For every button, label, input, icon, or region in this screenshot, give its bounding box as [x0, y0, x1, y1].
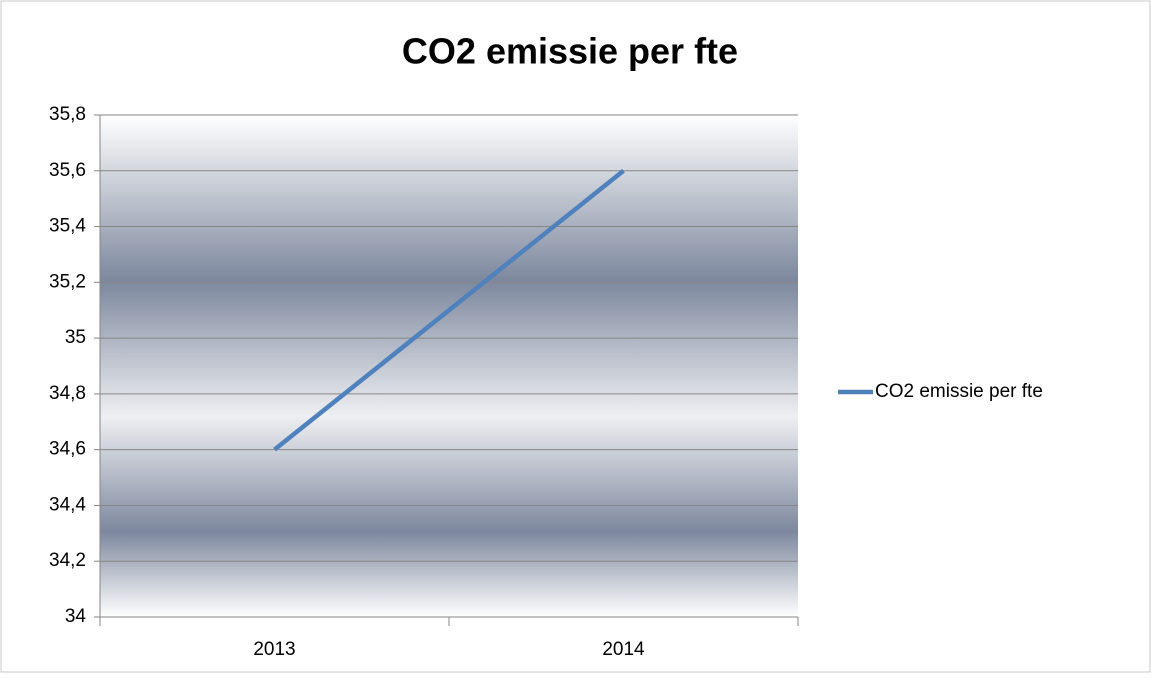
- chart-title: CO2 emissie per fte: [402, 31, 738, 72]
- y-tick-label: 35,6: [49, 160, 86, 181]
- legend-label: CO2 emissie per fte: [875, 381, 1043, 402]
- x-tick-label: 2013: [253, 639, 295, 660]
- y-tick-label: 34,6: [49, 439, 86, 460]
- y-tick-label: 34,8: [49, 383, 86, 404]
- y-tick-label: 34,4: [49, 494, 86, 515]
- y-tick-label: 35,8: [49, 104, 86, 125]
- y-tick-label: 34: [65, 606, 87, 627]
- y-tick-label: 35,2: [49, 271, 86, 292]
- series-line: [273, 169, 625, 452]
- y-tick-label: 34,2: [49, 550, 86, 571]
- plot-area: [100, 115, 798, 617]
- x-tick-label: 2014: [602, 639, 645, 660]
- y-tick-label: 35: [65, 327, 86, 348]
- y-tick-label: 35,4: [49, 216, 86, 237]
